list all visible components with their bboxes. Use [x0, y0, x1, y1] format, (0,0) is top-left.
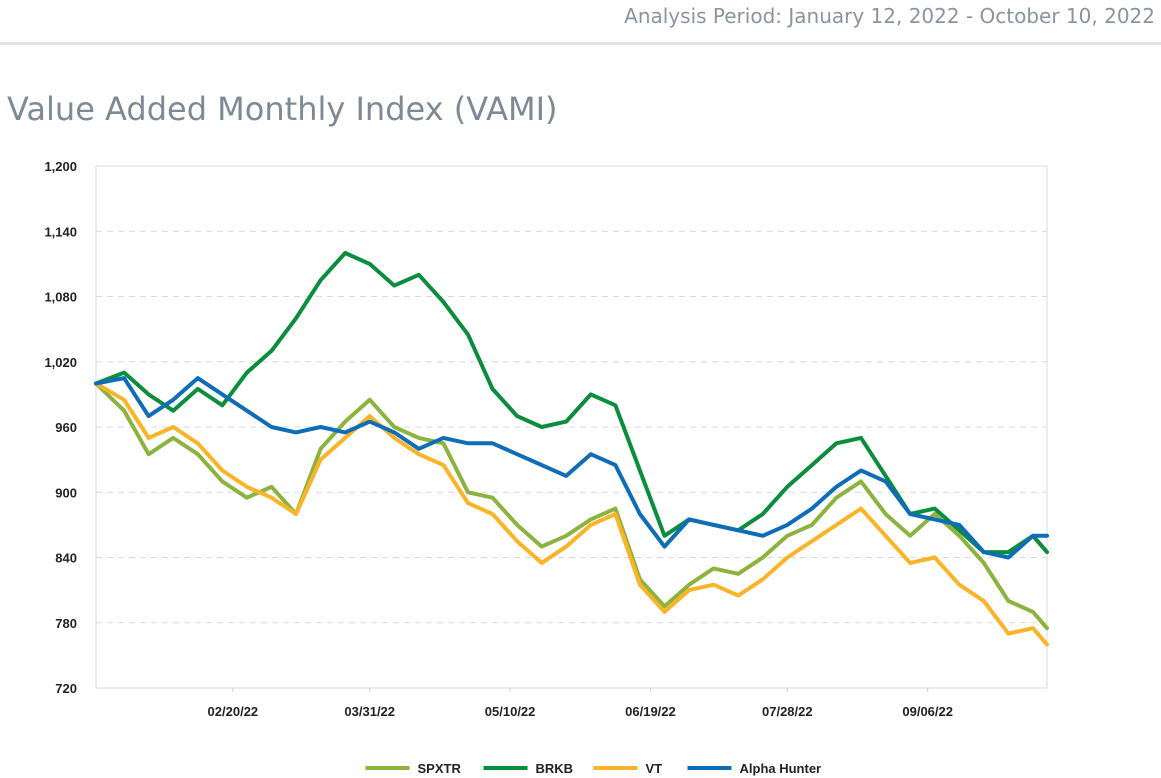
- y-tick-label: 900: [55, 485, 77, 500]
- x-tick-label: 07/28/22: [762, 704, 813, 719]
- y-tick-label: 840: [55, 551, 77, 566]
- y-tick-label: 720: [55, 681, 77, 696]
- series-line-alpha-hunter: [94, 376, 1049, 560]
- legend-label: SPXTR: [418, 761, 462, 776]
- x-tick-label: 02/20/22: [208, 704, 259, 719]
- legend-label: BRKB: [536, 761, 574, 776]
- x-tick-label: 09/06/22: [902, 704, 953, 719]
- series-line-vt: [94, 381, 1049, 647]
- y-tick-label: 1,020: [44, 355, 77, 370]
- y-tick-label: 1,080: [44, 290, 77, 305]
- x-tick-label: 05/10/22: [485, 704, 536, 719]
- y-tick-label: 780: [55, 616, 77, 631]
- legend-label: VT: [646, 761, 663, 776]
- y-tick-label: 1,200: [44, 159, 77, 174]
- y-tick-label: 1,140: [44, 224, 77, 239]
- x-tick-label: 03/31/22: [344, 704, 395, 719]
- x-tick-label: 06/19/22: [625, 704, 676, 719]
- header-divider: [0, 42, 1161, 45]
- y-tick-label: 960: [55, 420, 77, 435]
- legend-label: Alpha Hunter: [740, 761, 822, 776]
- page-title: Value Added Monthly Index (VAMI): [7, 90, 558, 128]
- analysis-period: Analysis Period: January 12, 2022 - Octo…: [624, 4, 1155, 28]
